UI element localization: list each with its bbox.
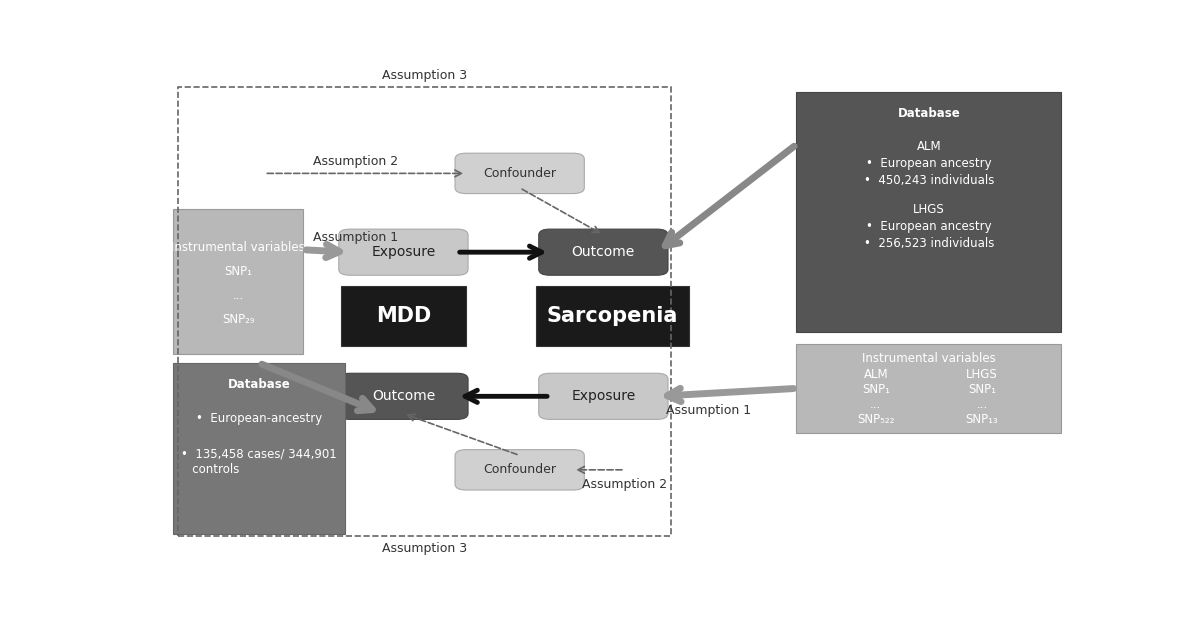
Text: •  European ancestry: • European ancestry bbox=[866, 220, 991, 233]
Text: Confounder: Confounder bbox=[484, 464, 556, 476]
FancyBboxPatch shape bbox=[539, 229, 668, 275]
FancyBboxPatch shape bbox=[536, 286, 689, 346]
FancyBboxPatch shape bbox=[338, 373, 468, 419]
Text: SNP₁: SNP₁ bbox=[968, 383, 996, 396]
Text: •  European ancestry: • European ancestry bbox=[866, 157, 991, 170]
Text: SNP₁: SNP₁ bbox=[862, 383, 890, 396]
Text: Assumption 2: Assumption 2 bbox=[313, 155, 398, 168]
FancyBboxPatch shape bbox=[173, 363, 346, 534]
Text: SNP₂₉: SNP₂₉ bbox=[222, 313, 254, 326]
Text: •  135,458 cases/ 344,901
   controls: • 135,458 cases/ 344,901 controls bbox=[181, 447, 337, 475]
Text: Confounder: Confounder bbox=[484, 167, 556, 180]
Text: SNP₁: SNP₁ bbox=[224, 265, 252, 278]
Text: Instrumental variables: Instrumental variables bbox=[172, 241, 305, 255]
Text: LHGS: LHGS bbox=[966, 368, 997, 381]
Text: SNP₁₃: SNP₁₃ bbox=[966, 413, 998, 426]
FancyBboxPatch shape bbox=[797, 92, 1062, 332]
Text: •  256,523 individuals: • 256,523 individuals bbox=[864, 236, 994, 250]
Text: Database: Database bbox=[898, 107, 960, 120]
Text: LHGS: LHGS bbox=[913, 203, 944, 216]
Text: Exposure: Exposure bbox=[371, 245, 436, 259]
Text: Sarcopenia: Sarcopenia bbox=[547, 306, 678, 326]
Text: •  450,243 individuals: • 450,243 individuals bbox=[864, 174, 994, 187]
FancyBboxPatch shape bbox=[338, 229, 468, 275]
Text: •  European-ancestry: • European-ancestry bbox=[196, 412, 323, 425]
FancyBboxPatch shape bbox=[539, 373, 668, 419]
Text: ALM: ALM bbox=[864, 368, 888, 381]
Text: Assumption 3: Assumption 3 bbox=[382, 69, 467, 82]
Text: Outcome: Outcome bbox=[571, 245, 635, 259]
FancyBboxPatch shape bbox=[455, 450, 584, 490]
Text: Exposure: Exposure bbox=[571, 389, 636, 403]
Text: ALM: ALM bbox=[917, 140, 941, 154]
Text: ...: ... bbox=[977, 399, 988, 411]
FancyBboxPatch shape bbox=[455, 154, 584, 193]
Text: Outcome: Outcome bbox=[372, 389, 436, 403]
Text: SNP₅₂₂: SNP₅₂₂ bbox=[857, 413, 894, 426]
Text: Assumption 1: Assumption 1 bbox=[666, 404, 751, 417]
Text: Assumption 1: Assumption 1 bbox=[313, 232, 398, 244]
FancyBboxPatch shape bbox=[797, 344, 1062, 433]
FancyBboxPatch shape bbox=[341, 286, 466, 346]
Text: Assumption 2: Assumption 2 bbox=[582, 478, 667, 490]
Bar bbox=[178, 87, 671, 536]
Text: Assumption 3: Assumption 3 bbox=[382, 542, 467, 555]
Text: MDD: MDD bbox=[376, 306, 431, 326]
Text: Database: Database bbox=[228, 378, 290, 391]
FancyBboxPatch shape bbox=[173, 210, 304, 354]
Text: ...: ... bbox=[233, 290, 244, 303]
Text: Instrumental variables: Instrumental variables bbox=[862, 352, 996, 365]
Text: ...: ... bbox=[870, 399, 882, 411]
